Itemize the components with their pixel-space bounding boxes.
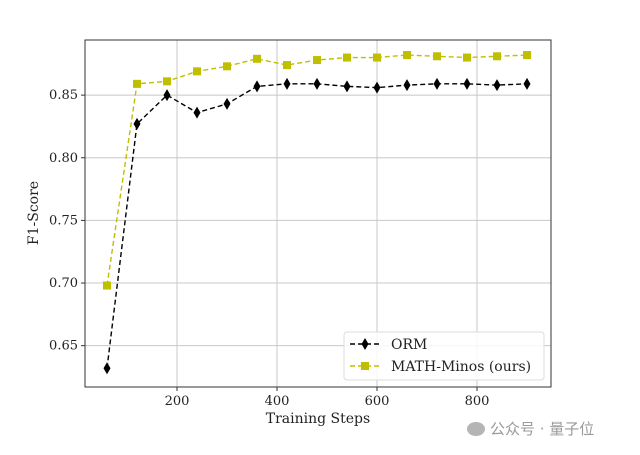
y-tick-label: 0.80 — [49, 151, 78, 166]
legend-label: ORM — [391, 337, 427, 353]
data-point — [283, 61, 291, 70]
legend-box — [343, 331, 545, 381]
data-point — [433, 77, 441, 90]
watermark: 公众号 · 量子位 — [467, 418, 594, 439]
plot-frame — [84, 39, 552, 388]
series-line — [106, 83, 528, 369]
series-math-minos-ours- — [103, 51, 531, 290]
data-point — [103, 362, 111, 375]
data-point — [433, 52, 441, 61]
data-point — [253, 80, 261, 93]
data-point — [493, 79, 501, 92]
x-tick-label: 800 — [465, 394, 490, 409]
data-point — [343, 53, 351, 62]
legend-marker — [361, 362, 369, 370]
y-tick-label: 0.75 — [49, 213, 78, 228]
data-point — [403, 51, 411, 60]
data-point — [163, 89, 171, 102]
data-point — [523, 51, 531, 60]
data-point — [373, 81, 381, 94]
data-point — [463, 53, 471, 62]
data-point — [223, 62, 231, 71]
data-point — [343, 80, 351, 93]
y-axis-label: F1-Score — [26, 181, 42, 245]
x-tick-label: 200 — [165, 394, 190, 409]
x-axis-label: Training Steps — [266, 411, 370, 427]
data-point — [133, 117, 141, 130]
series-layer — [103, 51, 531, 375]
data-point — [223, 97, 231, 110]
data-point — [523, 77, 531, 90]
data-point — [193, 106, 201, 119]
x-tick-label: 400 — [265, 394, 290, 409]
y-tick-label: 0.85 — [49, 88, 78, 103]
data-point — [163, 77, 171, 86]
ticks: 200 400 600 800 0.65 0.70 0.75 0.80 0.85 — [49, 88, 489, 409]
legend: ORM MATH-Minos (ours) — [343, 331, 545, 381]
data-point — [403, 79, 411, 92]
data-point — [253, 54, 261, 63]
legend-label: MATH-Minos (ours) — [391, 359, 531, 375]
watermark-text: 公众号 · 量子位 — [490, 420, 595, 438]
data-point — [313, 77, 321, 90]
data-point — [193, 67, 201, 76]
grid — [85, 40, 551, 387]
x-tick-label: 600 — [365, 394, 390, 409]
data-point — [463, 77, 471, 90]
wechat-icon — [467, 421, 485, 436]
y-tick-label: 0.70 — [49, 276, 78, 291]
legend-marker — [361, 338, 369, 350]
data-point — [313, 56, 321, 65]
series-orm — [103, 77, 531, 375]
data-point — [133, 79, 141, 88]
data-point — [373, 53, 381, 62]
y-tick-label: 0.65 — [49, 339, 78, 354]
data-point — [493, 52, 501, 61]
data-point — [103, 281, 111, 290]
data-point — [283, 77, 291, 90]
